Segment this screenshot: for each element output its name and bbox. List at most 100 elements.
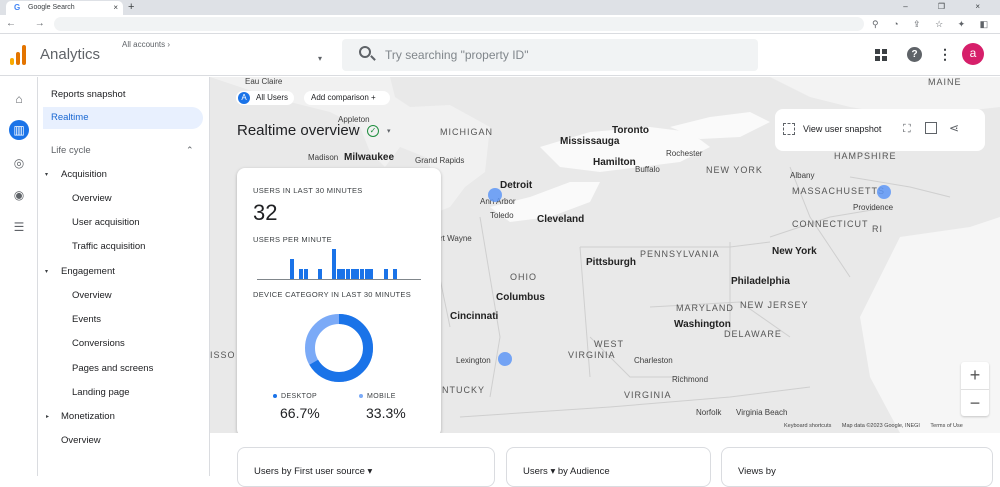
map-label: Madison — [308, 153, 339, 162]
configure-icon[interactable]: ☰ — [13, 220, 25, 234]
per-minute-bar[interactable] — [317, 269, 322, 279]
map-label: Grand Rapids — [415, 156, 465, 165]
card-title[interactable]: Users ▾ by Audience — [523, 466, 610, 477]
extension-icons[interactable]: ⚲ ◔ ⇪ ☆ ✦ ◧ — [872, 19, 995, 29]
map-label: ISSO — [210, 350, 236, 360]
card-title[interactable]: Views by — [738, 466, 776, 477]
map-terrain — [210, 77, 1000, 433]
zoom-out-button[interactable]: − — [961, 389, 989, 416]
sidebar-item-monetization[interactable]: Monetization — [61, 411, 115, 422]
per-minute-bar[interactable] — [331, 249, 336, 279]
fullscreen-icon[interactable]: ⛶ — [903, 123, 911, 135]
per-minute-bar[interactable] — [289, 259, 294, 279]
per-minute-bar[interactable] — [355, 269, 360, 279]
window-controls[interactable]: – ❐ × — [903, 2, 994, 11]
per-minute-bar[interactable] — [303, 269, 308, 279]
sidebar-item-acquisition-overview[interactable]: Overview — [72, 193, 112, 204]
help-icon[interactable]: ? — [907, 47, 922, 62]
user-location-dot[interactable] — [498, 352, 512, 366]
sidebar-item-user-acquisition[interactable]: User acquisition — [72, 217, 140, 228]
sidebar-item-pages-screens[interactable]: Pages and screens — [72, 363, 154, 374]
status-check-icon[interactable]: ✓ — [367, 125, 379, 137]
user-location-dot[interactable] — [488, 188, 502, 202]
per-minute-bar[interactable] — [341, 269, 346, 279]
advertising-icon[interactable]: ◉ — [13, 188, 25, 202]
per-minute-bar[interactable] — [336, 269, 341, 279]
map-label: Albany — [790, 171, 815, 180]
expand-triangle-icon[interactable]: ▾ — [45, 172, 49, 178]
sidebar-item-acquisition[interactable]: Acquisition — [61, 169, 107, 180]
per-minute-bar[interactable] — [299, 269, 304, 279]
map-label: NEW YORK — [706, 165, 763, 175]
all-users-label: All Users — [256, 93, 289, 102]
map-label: rt Wayne — [440, 234, 472, 243]
per-minute-bar[interactable] — [346, 269, 351, 279]
sidebar-item-events[interactable]: Events — [72, 314, 102, 325]
per-minute-bar[interactable] — [383, 269, 388, 279]
view-user-snapshot-button[interactable]: View user snapshot — [803, 124, 882, 134]
map-label: Mississauga — [560, 136, 620, 147]
customize-report-icon[interactable] — [925, 122, 937, 134]
sidebar-item-realtime[interactable]: Realtime — [43, 107, 203, 129]
reports-icon[interactable]: ▥ — [9, 120, 29, 140]
sidebar-item-reports-snapshot[interactable]: Reports snapshot — [51, 89, 126, 100]
views-by-card[interactable]: Views by — [721, 447, 993, 487]
address-bar[interactable] — [54, 17, 864, 31]
users-30min-label: USERS IN LAST 30 MINUTES — [253, 186, 363, 195]
search-bar[interactable]: Try searching "property ID" — [342, 39, 758, 71]
sidebar-item-conversions[interactable]: Conversions — [72, 338, 125, 349]
user-location-dot[interactable] — [877, 185, 891, 199]
sidebar-item-traffic-acquisition[interactable]: Traffic acquisition — [72, 241, 146, 252]
account-breadcrumb[interactable]: All accounts › — [122, 40, 171, 49]
browser-tab[interactable]: G Google Search × — [6, 1, 123, 15]
sidebar-section-lifecycle[interactable]: Life cycle — [51, 145, 91, 156]
per-minute-bar[interactable] — [392, 269, 397, 279]
more-options-icon[interactable]: ⋮ — [938, 46, 952, 62]
sidebar-item-engagement-overview[interactable]: Overview — [72, 290, 112, 301]
first-user-source-card[interactable]: Users by First user source ▾ — [237, 447, 495, 487]
per-minute-bar[interactable] — [360, 269, 365, 279]
add-comparison-button[interactable]: Add comparison + — [304, 91, 390, 105]
browser-nav-buttons[interactable]: ← → C — [6, 18, 79, 29]
chevron-up-icon[interactable]: ⌃ — [186, 145, 194, 155]
map-label: Lexington — [456, 356, 491, 365]
map-label: Cleveland — [537, 214, 585, 225]
sidebar-item-landing-page[interactable]: Landing page — [72, 387, 130, 398]
per-minute-bar[interactable] — [369, 269, 374, 279]
per-minute-bar[interactable] — [350, 269, 355, 279]
legend-desktop-label: DESKTOP — [281, 393, 318, 400]
analytics-logo-icon[interactable] — [10, 45, 30, 65]
collapse-triangle-icon[interactable]: ▸ — [46, 414, 50, 420]
explore-icon[interactable]: ◎ — [13, 156, 25, 170]
map-label: Columbus — [496, 292, 545, 303]
map-label: New York — [772, 246, 817, 257]
avatar[interactable]: a — [962, 43, 984, 65]
zoom-in-button[interactable]: + — [969, 365, 981, 385]
keyboard-shortcuts-link[interactable]: Keyboard shortcuts — [784, 423, 832, 429]
share-icon[interactable]: ⋖ — [949, 121, 960, 135]
all-users-chip[interactable]: A All Users — [236, 91, 294, 105]
tab-close-icon[interactable]: × — [113, 3, 118, 12]
property-selector-caret[interactable]: ▾ — [318, 54, 323, 63]
map-label: MARYLAND — [676, 303, 734, 313]
app-header: Analytics All accounts › ▾ Try searching… — [0, 34, 1000, 76]
page-title: Realtime overview — [237, 122, 360, 139]
card-title[interactable]: Users by First user source ▾ — [254, 466, 373, 477]
new-tab-button[interactable]: + — [128, 1, 135, 13]
user-snapshot-icon[interactable] — [783, 123, 795, 135]
title-dropdown-caret[interactable]: ▾ — [387, 128, 391, 135]
map-label: Buffalo — [635, 165, 660, 174]
sidebar-item-monetization-overview[interactable]: Overview — [61, 435, 101, 446]
map-label: PENNSYLVANIA — [640, 249, 720, 259]
apps-grid-icon[interactable] — [875, 49, 887, 61]
map-label: Milwaukee — [344, 152, 395, 163]
terms-link[interactable]: Terms of Use — [930, 423, 963, 429]
users-per-minute-chart — [257, 248, 421, 280]
audience-card[interactable]: Users ▾ by Audience — [506, 447, 711, 487]
map-label: Charleston — [634, 356, 673, 365]
google-favicon-icon: G — [14, 3, 21, 12]
sidebar-item-engagement[interactable]: Engagement — [61, 266, 115, 277]
expand-triangle-icon[interactable]: ▾ — [45, 269, 49, 275]
per-minute-bar[interactable] — [364, 269, 369, 279]
home-icon[interactable]: ⌂ — [15, 92, 23, 106]
